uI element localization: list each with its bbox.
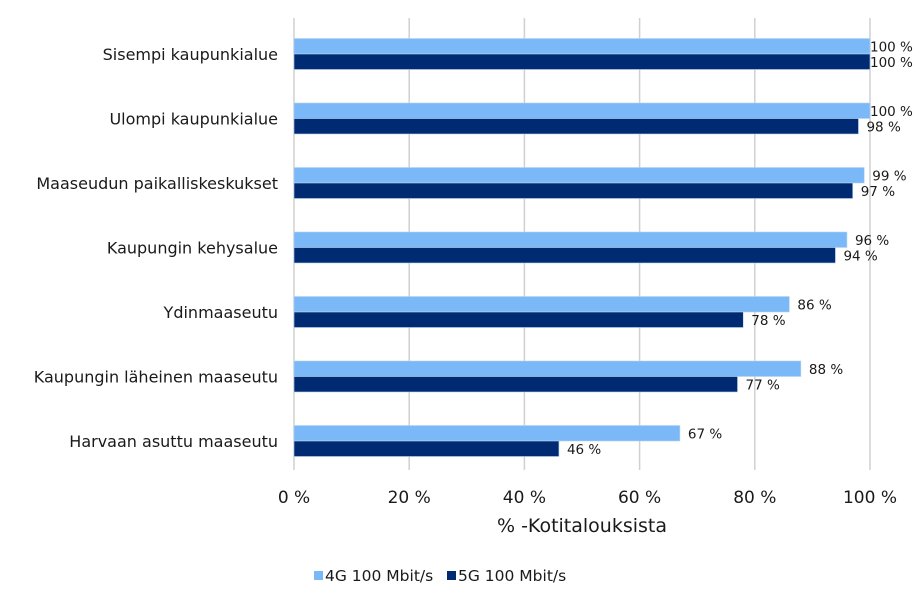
bar-4g: [293, 167, 865, 184]
category-label: Harvaan asuttu maaseutu: [69, 432, 278, 451]
data-label: 86 %: [797, 297, 831, 313]
x-tick-label: 0 %: [278, 488, 310, 508]
data-label: 67 %: [688, 426, 722, 442]
category-label: Sisempi kaupunkialue: [103, 45, 278, 64]
legend: 4G 100 Mbit/s 5G 100 Mbit/s: [314, 567, 566, 585]
bar-5g: [293, 118, 859, 135]
data-label: 96 %: [855, 233, 889, 249]
category-labels: Sisempi kaupunkialue Ulompi kaupunkialue M…: [34, 45, 278, 451]
data-label: 94 %: [843, 248, 877, 264]
data-label: 78 %: [751, 313, 785, 329]
category-label: Kaupungin kehysalue: [107, 239, 278, 258]
data-label: 98 %: [866, 119, 900, 135]
data-label: 97 %: [861, 184, 895, 200]
legend-label: 4G 100 Mbit/s: [325, 567, 433, 585]
bar-4g: [293, 38, 871, 55]
bars: 100 %100 %100 %98 %99 %97 %96 %94 %86 %7…: [293, 38, 913, 458]
bar-5g: [293, 53, 871, 70]
x-tick-label: 60 %: [618, 488, 661, 508]
x-tick-label: 100 %: [843, 488, 897, 508]
bar-5g: [293, 311, 744, 328]
bar-5g: [293, 376, 738, 393]
category-label: Maaseudun paikalliskeskukset: [36, 174, 278, 193]
data-label: 77 %: [746, 377, 780, 393]
legend-label: 5G 100 Mbit/s: [458, 567, 566, 585]
x-tick-labels: 0 % 20 % 40 % 60 % 80 % 100 %: [278, 488, 897, 508]
data-label: 99 %: [872, 168, 906, 184]
x-axis-title: % -Kotitalouksista: [497, 515, 667, 537]
data-label: 46 %: [567, 442, 601, 458]
bar-4g: [293, 425, 681, 442]
bar-5g: [293, 247, 836, 264]
category-label: Ulompi kaupunkialue: [109, 110, 278, 129]
bar-4g: [293, 102, 871, 119]
legend-swatch: [314, 571, 323, 580]
bar-5g: [293, 440, 560, 457]
bar-5g: [293, 182, 854, 199]
bar-4g: [293, 296, 790, 313]
x-tick-label: 40 %: [503, 488, 546, 508]
legend-swatch: [447, 571, 456, 580]
bar-4g: [293, 360, 802, 377]
bar-4g: [293, 231, 848, 248]
category-label: Kaupungin läheinen maaseutu: [34, 368, 278, 387]
data-label: 100 %: [870, 39, 913, 55]
data-label: 100 %: [870, 55, 913, 71]
x-tick-label: 80 %: [733, 488, 776, 508]
category-label: Ydinmaaseutu: [163, 303, 278, 322]
data-label: 100 %: [870, 104, 913, 120]
data-label: 88 %: [809, 362, 843, 378]
x-tick-label: 20 %: [388, 488, 431, 508]
